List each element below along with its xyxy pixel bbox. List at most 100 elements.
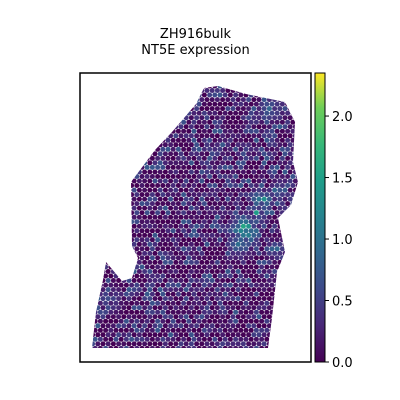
expression-spot: [113, 345, 119, 348]
expression-spot: [188, 259, 194, 265]
expression-spot: [290, 86, 296, 89]
expression-spot: [103, 255, 109, 261]
expression-spot: [108, 282, 114, 288]
expression-spot: [277, 106, 283, 112]
expression-spot: [290, 110, 296, 116]
expression-spot: [92, 282, 93, 288]
expression-spot: [285, 219, 291, 225]
expression-spot: [266, 106, 272, 112]
expression-spot: [282, 241, 288, 247]
expression-spot: [100, 223, 106, 229]
expression-spot: [191, 137, 197, 143]
expression-spot: [110, 124, 116, 130]
expression-spot: [100, 151, 106, 157]
expression-spot: [235, 133, 241, 139]
expression-spot: [136, 341, 142, 347]
expression-spot: [266, 332, 272, 338]
expression-spot: [295, 246, 298, 252]
expression-spot: [191, 146, 197, 152]
expression-spot: [295, 291, 298, 297]
expression-spot: [279, 345, 285, 348]
expression-spot: [272, 278, 278, 283]
expression-spot: [113, 264, 119, 270]
expression-spot: [295, 264, 298, 270]
expression-spot: [264, 264, 270, 270]
expression-spot: [186, 92, 192, 98]
expression-spot: [100, 178, 106, 184]
expression-spot: [188, 241, 194, 247]
expression-spot: [230, 205, 236, 211]
expression-spot: [230, 178, 236, 184]
expression-spot: [191, 210, 197, 216]
expression-spot: [134, 282, 140, 288]
expression-spot: [134, 300, 140, 306]
expression-spot: [227, 210, 233, 216]
expression-spot: [126, 287, 132, 293]
expression-spot: [220, 232, 226, 238]
expression-spot: [92, 228, 93, 234]
expression-spot: [92, 318, 93, 324]
expression-spot: [246, 196, 252, 202]
expression-spot: [97, 128, 103, 134]
expression-spot: [220, 196, 226, 202]
expression-spot: [144, 246, 150, 252]
expression-spot: [256, 287, 262, 293]
expression-spot: [173, 241, 179, 247]
expression-spot: [108, 309, 114, 315]
expression-spot: [142, 115, 148, 121]
expression-spot: [123, 309, 129, 315]
expression-spot: [243, 210, 249, 216]
expression-spot: [248, 92, 254, 98]
expression-spot: [123, 336, 129, 342]
expression-spot: [129, 282, 135, 288]
expression-spot: [259, 237, 265, 243]
expression-spot: [175, 237, 181, 243]
expression-spot: [103, 309, 109, 315]
expression-spot: [214, 205, 220, 211]
expression-spot: [222, 146, 228, 152]
expression-spot: [256, 133, 262, 139]
expression-spot: [97, 282, 103, 288]
expression-spot: [155, 318, 161, 324]
expression-spot: [178, 214, 184, 220]
expression-spot: [92, 119, 93, 125]
expression-spot: [92, 223, 96, 229]
chart-subtitle: NT5E expression: [141, 43, 250, 58]
expression-spot: [225, 332, 231, 338]
expression-spot: [181, 164, 187, 170]
expression-spot: [188, 332, 194, 338]
expression-spot: [292, 232, 298, 238]
expression-spot: [201, 300, 207, 306]
expression-spot: [168, 187, 174, 193]
expression-spot: [160, 119, 166, 125]
expression-spot: [233, 246, 239, 252]
expression-spot: [110, 115, 116, 121]
expression-spot: [175, 336, 181, 342]
expression-spot: [178, 196, 184, 202]
expression-spot: [256, 214, 262, 220]
expression-spot: [246, 241, 252, 247]
expression-spot: [240, 115, 246, 121]
expression-spot: [227, 237, 233, 243]
expression-spot: [233, 300, 239, 306]
expression-spot: [165, 219, 171, 225]
expression-spot: [251, 169, 257, 175]
expression-spot: [136, 241, 142, 247]
expression-spot: [175, 273, 181, 279]
expression-spot: [92, 169, 96, 175]
expression-spot: [209, 332, 215, 338]
expression-spot: [191, 336, 197, 342]
expression-spot: [121, 178, 127, 184]
expression-spot: [246, 250, 252, 256]
expression-spot: [181, 219, 187, 225]
expression-spot: [246, 214, 252, 220]
expression-spot: [160, 92, 166, 98]
expression-spot: [272, 169, 278, 175]
expression-spot: [264, 155, 270, 161]
expression-spot: [131, 124, 137, 130]
expression-spot: [264, 174, 270, 179]
expression-spot: [235, 287, 241, 293]
expression-spot: [222, 318, 228, 324]
expression-spot: [214, 332, 220, 338]
expression-spot: [97, 101, 103, 107]
